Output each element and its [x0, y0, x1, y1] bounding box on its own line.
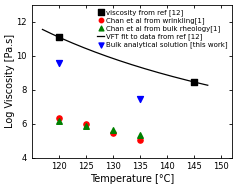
Bulk analytical solution [this work] — [138, 98, 142, 101]
Chan et al from bulk rheology[1] — [138, 134, 142, 137]
Chan et al from bulk rheology[1] — [57, 119, 61, 122]
Line: VFT fit to data from ref [12]: VFT fit to data from ref [12] — [42, 29, 208, 85]
VFT fit to data from ref [12] — [139, 66, 142, 68]
Chan et al from wrinkling[1] — [84, 122, 88, 125]
Chan et al from wrinkling[1] — [57, 117, 61, 120]
VFT fit to data from ref [12] — [206, 84, 209, 86]
VFT fit to data from ref [12] — [41, 29, 44, 31]
viscosity from ref [12] — [192, 81, 196, 84]
Chan et al from wrinkling[1] — [138, 138, 142, 141]
Chan et al from wrinkling[1] — [111, 131, 115, 134]
Chan et al from bulk rheology[1] — [84, 125, 88, 128]
VFT fit to data from ref [12] — [142, 67, 145, 69]
VFT fit to data from ref [12] — [41, 28, 44, 31]
VFT fit to data from ref [12] — [180, 78, 183, 80]
Y-axis label: Log Viscosity [Pa.s]: Log Viscosity [Pa.s] — [5, 34, 15, 128]
X-axis label: Temperature [°C]: Temperature [°C] — [90, 174, 174, 184]
Chan et al from bulk rheology[1] — [111, 129, 115, 132]
viscosity from ref [12] — [57, 36, 61, 39]
VFT fit to data from ref [12] — [139, 66, 142, 69]
Legend: viscosity from ref [12], Chan et al from wrinkling[1], Chan et al from bulk rheo: viscosity from ref [12], Chan et al from… — [97, 8, 229, 49]
VFT fit to data from ref [12] — [191, 81, 194, 83]
Bulk analytical solution [this work] — [57, 62, 61, 65]
